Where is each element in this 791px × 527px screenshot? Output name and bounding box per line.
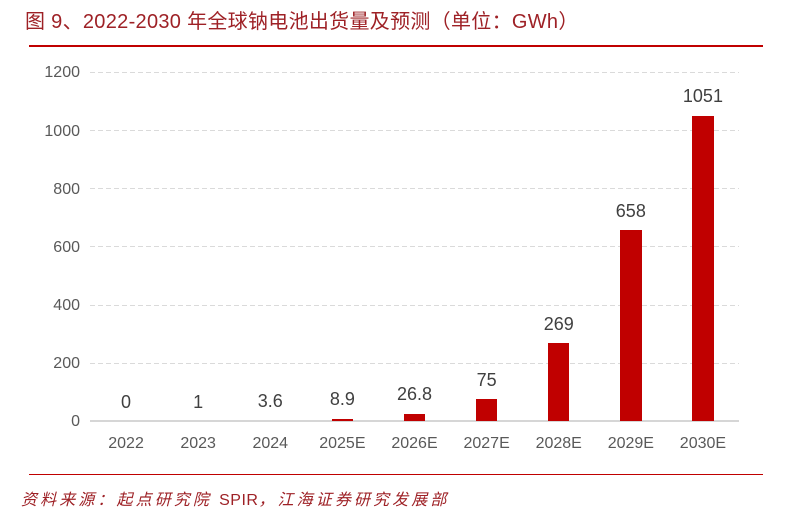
data-label-2030E: 1051 xyxy=(682,86,723,107)
gridline-1000 xyxy=(90,130,739,132)
figure-title: 图 9、2022-2030 年全球钠电池出货量及预测（单位：GWh） xyxy=(25,11,579,33)
source-note-suffix: ，江海证券研究发展部 xyxy=(258,492,450,509)
x-axis-label-2024: 2024 xyxy=(252,434,289,452)
y-axis-label-0: 0 xyxy=(71,413,80,431)
data-label-2022: 0 xyxy=(121,391,132,412)
bar-2026E xyxy=(403,413,426,422)
y-axis-label-1200: 1200 xyxy=(44,64,80,82)
x-axis-label-2030E: 2030E xyxy=(679,434,727,452)
x-axis-label-2026E: 2026E xyxy=(391,434,438,452)
data-label-2026E: 26.8 xyxy=(396,384,433,404)
source-note: 资料来源：起点研究院 SPIR，江海证券研究发展部 xyxy=(21,491,449,511)
x-axis-line xyxy=(90,420,739,423)
gridline-800 xyxy=(90,188,739,190)
bar-2030E xyxy=(692,115,714,422)
y-axis-label-800: 800 xyxy=(53,180,80,198)
data-label-2028E: 269 xyxy=(543,313,574,334)
y-axis-label-400: 400 xyxy=(53,297,80,315)
gridline-1200 xyxy=(90,71,739,73)
x-axis-label-2027E: 2027E xyxy=(463,434,510,452)
title-underline xyxy=(29,45,763,47)
x-axis-label-2025E: 2025E xyxy=(319,434,366,452)
source-note-latin: SPIR xyxy=(219,492,259,509)
y-axis-label-600: 600 xyxy=(53,238,80,256)
data-label-2029E: 658 xyxy=(615,200,646,221)
x-axis-label-2022: 2022 xyxy=(108,434,144,452)
bar-2027E xyxy=(475,399,498,422)
data-label-2027E: 75 xyxy=(476,369,497,390)
x-axis-label-2028E: 2028E xyxy=(535,434,582,452)
gridline-200 xyxy=(90,362,739,364)
data-label-2023: 1 xyxy=(193,391,204,412)
data-label-2024: 3.6 xyxy=(257,390,283,411)
y-axis-label-1000: 1000 xyxy=(44,122,80,140)
x-axis-label-2023: 2023 xyxy=(180,434,216,452)
y-axis-label-200: 200 xyxy=(53,355,80,373)
source-note-prefix: 资料来源：起点研究院 xyxy=(21,492,220,509)
gridline-600 xyxy=(90,246,739,248)
data-label-2025E: 8.9 xyxy=(329,389,355,410)
x-axis-label-2029E: 2029E xyxy=(607,434,654,452)
bar-2025E xyxy=(331,418,354,422)
source-divider-line xyxy=(29,473,763,475)
bar-2028E xyxy=(547,343,570,422)
bar-2029E xyxy=(620,230,642,422)
gridline-400 xyxy=(90,304,739,306)
